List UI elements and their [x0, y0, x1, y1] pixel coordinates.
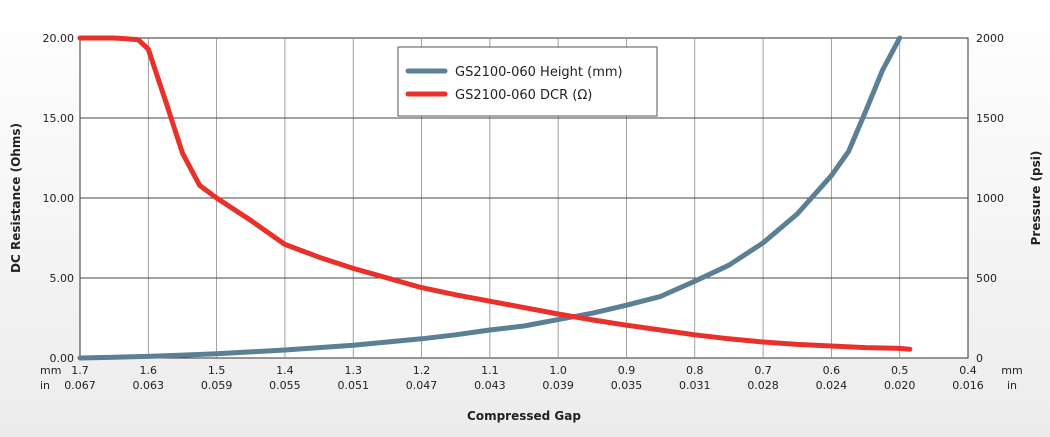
- x-axis-title: Compressed Gap: [467, 409, 581, 423]
- y-left-tick-label: 5.00: [50, 272, 75, 285]
- x-tick-label-in: 0.016: [952, 379, 984, 392]
- x-tick-label-mm: 1.4: [276, 364, 294, 377]
- x-unit-in-left: in: [40, 379, 50, 392]
- series-line-height: [77, 35, 903, 361]
- y-left-tick-label: 10.00: [43, 192, 75, 205]
- x-tick-label-in: 0.028: [747, 379, 779, 392]
- x-unit-mm-left: mm: [40, 364, 61, 377]
- tick-labels: 1.7 0.067 1.6 0.063 1.5 0.059 1.4 0.055 1.3 0.051…: [40, 32, 1023, 392]
- x-tick-label-mm: 1.2: [413, 364, 431, 377]
- series-lines: [77, 35, 913, 361]
- x-tick-label-mm: 1.1: [481, 364, 499, 377]
- x-tick-label-mm: 1.5: [208, 364, 226, 377]
- x-tick-label-in: 0.047: [406, 379, 438, 392]
- y-right-tick-label: 0: [976, 352, 983, 365]
- y-left-tick-label: 15.00: [43, 112, 75, 125]
- x-tick-label-mm: 0.4: [959, 364, 977, 377]
- x-tick-label-in: 0.055: [269, 379, 301, 392]
- series-line-dcr: [77, 35, 913, 352]
- x-tick-label-in: 0.059: [201, 379, 233, 392]
- x-tick-label-in: 0.067: [64, 379, 96, 392]
- x-tick-label-mm: 1.6: [140, 364, 158, 377]
- x-tick-label-mm: 1.0: [549, 364, 567, 377]
- x-tick-label-in: 0.024: [816, 379, 848, 392]
- legend: GS2100-060 Height (mm) GS2100-060 DCR (Ω…: [397, 46, 658, 117]
- x-tick-label-mm: 0.7: [754, 364, 772, 377]
- y-left-tick-label: 0.00: [50, 352, 75, 365]
- x-tick-label-in: 0.035: [611, 379, 643, 392]
- x-tick-label-in: 0.020: [884, 379, 916, 392]
- legend-label-dcr: GS2100-060 DCR (Ω): [455, 88, 592, 103]
- y-left-tick-label: 20.00: [43, 32, 75, 45]
- x-tick-label-in: 0.063: [133, 379, 165, 392]
- x-tick-label-mm: 1.3: [344, 364, 362, 377]
- x-tick-label-in: 0.039: [542, 379, 574, 392]
- x-tick-label-in: 0.031: [679, 379, 711, 392]
- x-tick-label-in: 0.051: [337, 379, 369, 392]
- x-tick-label-mm: 1.7: [71, 364, 89, 377]
- y-axis-right-title: Pressure (psi): [1029, 151, 1043, 246]
- x-unit-mm-right: mm: [1001, 364, 1022, 377]
- x-tick-label-mm: 0.5: [891, 364, 909, 377]
- y-right-tick-label: 1000: [976, 192, 1004, 205]
- x-tick-label-mm: 0.8: [686, 364, 704, 377]
- y-axis-left-title: DC Resistance (Ohms): [9, 123, 23, 273]
- legend-box: [397, 46, 658, 117]
- x-unit-in-right: in: [1007, 379, 1017, 392]
- x-tick-label-mm: 0.9: [618, 364, 636, 377]
- y-right-tick-label: 500: [976, 272, 997, 285]
- y-right-tick-label: 2000: [976, 32, 1004, 45]
- y-right-tick-label: 1500: [976, 112, 1004, 125]
- legend-label-height: GS2100-060 Height (mm): [455, 65, 623, 80]
- x-tick-label-mm: 0.6: [823, 364, 841, 377]
- x-tick-label-in: 0.043: [474, 379, 506, 392]
